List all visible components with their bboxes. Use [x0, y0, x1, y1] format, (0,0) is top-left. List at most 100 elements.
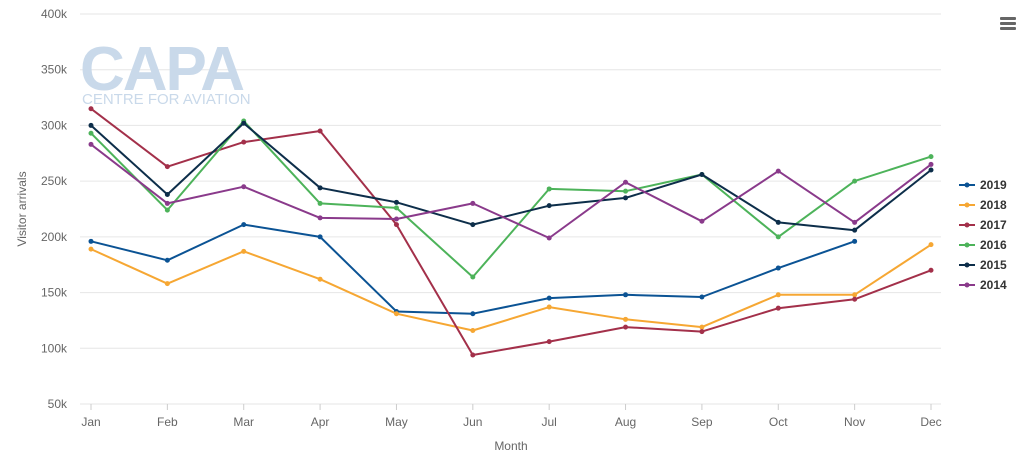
data-point[interactable] [623, 188, 629, 194]
data-point[interactable] [393, 222, 399, 228]
data-point[interactable] [241, 222, 247, 228]
x-tick-label: May [385, 415, 408, 429]
data-point[interactable] [699, 171, 705, 177]
data-point[interactable] [546, 203, 552, 209]
data-point[interactable] [852, 296, 858, 302]
data-point[interactable] [852, 292, 858, 298]
data-point[interactable] [88, 141, 94, 147]
series-2017[interactable] [88, 106, 934, 358]
legend-item-2017[interactable]: 2017 [959, 218, 1007, 232]
legend-item-2016[interactable]: 2016 [959, 238, 1007, 252]
legend[interactable]: 2019 2018 2017 2016 2015 2014 [959, 178, 1007, 292]
data-point[interactable] [317, 128, 323, 134]
data-point[interactable] [164, 281, 170, 287]
series-2019[interactable] [88, 222, 858, 317]
data-point[interactable] [88, 106, 94, 112]
data-point[interactable] [88, 238, 94, 244]
data-point[interactable] [775, 292, 781, 298]
legend-item-2019[interactable]: 2019 [959, 178, 1007, 192]
series-line[interactable] [90, 143, 932, 239]
data-point[interactable] [928, 267, 934, 273]
legend-label: 2018 [980, 198, 1007, 212]
data-point[interactable] [470, 352, 476, 358]
data-point[interactable] [775, 265, 781, 271]
data-point[interactable] [88, 122, 94, 128]
x-tick-label: Aug [615, 415, 636, 429]
data-point[interactable] [623, 316, 629, 322]
data-point[interactable] [928, 161, 934, 167]
data-point[interactable] [393, 311, 399, 317]
data-point[interactable] [241, 139, 247, 145]
legend-marker [964, 262, 970, 268]
data-point[interactable] [317, 276, 323, 282]
data-point[interactable] [241, 184, 247, 190]
data-point[interactable] [164, 200, 170, 206]
data-point[interactable] [88, 246, 94, 252]
data-point[interactable] [852, 227, 858, 233]
x-tick-label: Oct [769, 415, 788, 429]
data-point[interactable] [393, 216, 399, 222]
data-point[interactable] [852, 219, 858, 225]
data-point[interactable] [317, 234, 323, 240]
data-point[interactable] [470, 327, 476, 333]
data-point[interactable] [699, 218, 705, 224]
data-point[interactable] [623, 324, 629, 330]
series-2014[interactable] [88, 141, 934, 241]
hamburger-menu-icon[interactable] [996, 15, 1020, 37]
legend-item-2018[interactable]: 2018 [959, 198, 1007, 212]
series-2018[interactable] [88, 242, 934, 333]
watermark-brand: CAPA [80, 35, 244, 104]
data-point[interactable] [241, 248, 247, 254]
data-point[interactable] [470, 274, 476, 280]
data-point[interactable] [546, 235, 552, 241]
series-line[interactable] [90, 223, 855, 315]
data-point[interactable] [241, 120, 247, 126]
data-point[interactable] [775, 219, 781, 225]
data-point[interactable] [546, 295, 552, 301]
series-2016[interactable] [88, 118, 934, 280]
x-tick-label: Dec [920, 415, 941, 429]
data-point[interactable] [546, 339, 552, 345]
data-point[interactable] [317, 185, 323, 191]
data-point[interactable] [470, 200, 476, 206]
data-point[interactable] [88, 130, 94, 136]
data-point[interactable] [470, 222, 476, 228]
menu-bar [1000, 27, 1016, 30]
data-point[interactable] [164, 257, 170, 263]
series-lines [88, 106, 934, 358]
data-point[interactable] [775, 305, 781, 311]
legend-item-2015[interactable]: 2015 [959, 258, 1007, 272]
x-tick-label: Sep [691, 415, 713, 429]
series-line[interactable] [90, 107, 932, 356]
data-point[interactable] [852, 178, 858, 184]
data-point[interactable] [164, 164, 170, 170]
data-point[interactable] [623, 179, 629, 185]
data-point[interactable] [623, 195, 629, 201]
data-point[interactable] [699, 294, 705, 300]
legend-item-2014[interactable]: 2014 [959, 278, 1007, 292]
data-point[interactable] [928, 242, 934, 248]
data-point[interactable] [928, 167, 934, 173]
data-point[interactable] [317, 215, 323, 221]
data-point[interactable] [470, 311, 476, 317]
data-point[interactable] [393, 199, 399, 205]
data-point[interactable] [928, 154, 934, 160]
data-point[interactable] [775, 234, 781, 240]
series-line[interactable] [90, 122, 932, 232]
data-point[interactable] [699, 329, 705, 335]
data-point[interactable] [546, 186, 552, 192]
data-point[interactable] [164, 192, 170, 198]
data-point[interactable] [317, 200, 323, 206]
y-tick-label: 50k [48, 397, 68, 411]
data-point[interactable] [852, 238, 858, 244]
data-point[interactable] [775, 168, 781, 174]
data-point[interactable] [623, 292, 629, 298]
data-point[interactable] [393, 205, 399, 211]
data-point[interactable] [546, 304, 552, 310]
data-point[interactable] [164, 207, 170, 213]
watermark-tagline: CENTRE FOR AVIATION [82, 91, 251, 108]
series-line[interactable] [90, 243, 932, 332]
series-2015[interactable] [88, 120, 934, 233]
data-point[interactable] [699, 324, 705, 330]
series-line[interactable] [90, 120, 932, 278]
